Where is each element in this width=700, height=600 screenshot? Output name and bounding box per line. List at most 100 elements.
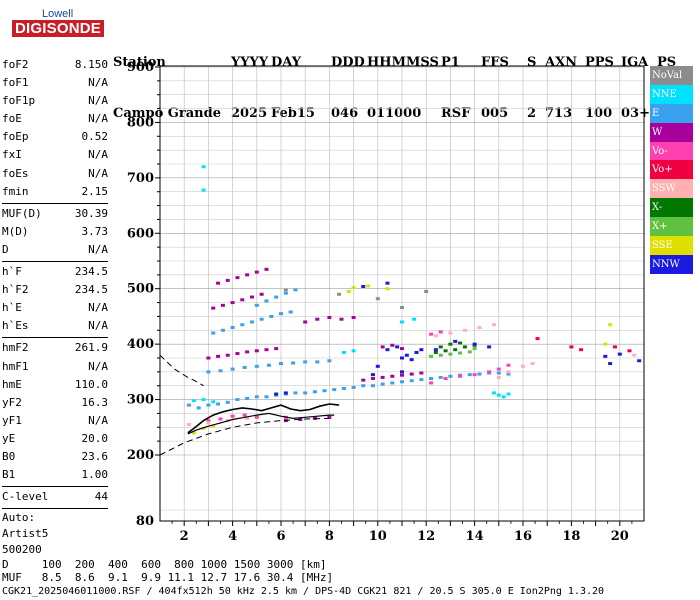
param-row-hes: h`Es N/A xyxy=(2,317,108,335)
param-name: foF1 xyxy=(2,76,29,90)
data-point xyxy=(361,384,366,388)
y-tick-label: 900 xyxy=(127,60,154,75)
data-point xyxy=(569,345,574,349)
data-point xyxy=(293,288,298,292)
data-point xyxy=(254,415,259,419)
param-name: foEs xyxy=(2,166,29,180)
header-row2-cell: 100 xyxy=(585,106,613,121)
data-point xyxy=(419,371,424,375)
series-nne xyxy=(191,165,511,404)
x-tick-label: 18 xyxy=(562,529,580,544)
data-point xyxy=(315,360,320,364)
data-point xyxy=(448,342,453,346)
data-point xyxy=(249,295,254,299)
data-point xyxy=(291,361,296,365)
param-row-foes: foEs N/A xyxy=(2,165,108,183)
legend-item-sse: SSE xyxy=(650,236,693,255)
param-row-b1: B1 1.00 xyxy=(2,466,108,484)
param-row-hme: hmE 110.0 xyxy=(2,376,108,394)
param-value: 0.52 xyxy=(81,130,109,144)
data-point xyxy=(438,345,443,349)
data-point xyxy=(235,352,240,356)
param-name: hmF2 xyxy=(2,341,29,355)
param-name: B0 xyxy=(2,449,16,463)
data-point xyxy=(453,339,458,343)
data-point xyxy=(216,402,221,406)
data-point xyxy=(312,390,317,394)
param-row-mufd: MUF(D) 30.39 xyxy=(2,205,108,223)
data-point xyxy=(637,359,642,363)
series-e xyxy=(187,288,511,410)
param-name: yE xyxy=(2,431,16,445)
data-point xyxy=(496,375,501,379)
legend-item-x: X+ xyxy=(650,217,693,237)
data-point xyxy=(206,421,211,425)
param-value: N/A xyxy=(88,242,108,256)
data-point xyxy=(409,358,414,362)
data-point xyxy=(288,310,293,314)
trace-curve xyxy=(187,403,340,434)
param-row-yf2: yF2 16.3 xyxy=(2,394,108,412)
x-tick-label: 2 xyxy=(180,529,189,544)
data-point xyxy=(283,291,288,295)
data-point xyxy=(196,406,201,410)
header-row2-cell: RSF xyxy=(441,106,471,121)
data-point xyxy=(467,350,472,354)
param-value: 234.5 xyxy=(74,283,108,297)
data-point xyxy=(608,323,613,327)
data-point xyxy=(191,399,196,403)
legend-item-nnw: NNW xyxy=(650,254,693,274)
data-point xyxy=(506,392,511,396)
data-point xyxy=(491,323,496,327)
param-row-hf: h`F 234.5 xyxy=(2,263,108,281)
y-tick-label: 800 xyxy=(127,115,154,130)
data-point xyxy=(579,348,584,352)
param-value: N/A xyxy=(88,359,108,373)
param-value: 2.15 xyxy=(81,184,109,198)
data-point xyxy=(496,367,501,371)
data-point xyxy=(235,276,240,280)
data-point xyxy=(448,331,453,335)
series-w xyxy=(206,267,424,423)
data-point xyxy=(230,326,235,330)
data-point xyxy=(254,395,259,399)
data-point xyxy=(608,362,613,366)
param-row-fmin: fmin 2.15 xyxy=(2,183,108,201)
param-value: 261.9 xyxy=(74,341,108,355)
data-point xyxy=(438,375,443,379)
data-point xyxy=(467,373,472,377)
data-point xyxy=(438,330,443,334)
legend-item-nne: NNE xyxy=(650,84,693,104)
x-tick-label: 8 xyxy=(325,529,334,544)
param-name: fxI xyxy=(2,148,22,162)
data-point xyxy=(530,362,535,366)
data-point xyxy=(472,342,477,346)
data-point xyxy=(274,295,279,299)
data-point xyxy=(283,391,288,395)
data-point xyxy=(211,424,216,428)
param-row-he: h`E N/A xyxy=(2,299,108,317)
data-point xyxy=(303,360,308,364)
data-point xyxy=(220,303,225,307)
data-point xyxy=(230,301,235,305)
param-name: D xyxy=(2,242,9,256)
data-point xyxy=(266,363,271,367)
data-point xyxy=(412,317,417,321)
data-point xyxy=(370,384,375,388)
data-point xyxy=(216,281,221,285)
legend-item-vo: Vo+ xyxy=(650,160,693,180)
param-value: N/A xyxy=(88,148,108,162)
y-tick-label: 300 xyxy=(127,393,154,408)
data-point xyxy=(245,350,250,354)
auto-scaling-text: Auto: xyxy=(2,511,36,525)
data-point xyxy=(211,331,216,335)
data-point xyxy=(293,391,298,395)
data-point xyxy=(230,367,235,371)
logo-line2: DIGISONDE xyxy=(12,20,104,37)
data-point xyxy=(201,426,206,430)
series-ssw xyxy=(187,323,637,427)
data-point xyxy=(225,278,230,282)
data-point xyxy=(462,328,467,332)
data-point xyxy=(472,373,477,377)
header-row2-cell: 2025 xyxy=(231,106,268,121)
